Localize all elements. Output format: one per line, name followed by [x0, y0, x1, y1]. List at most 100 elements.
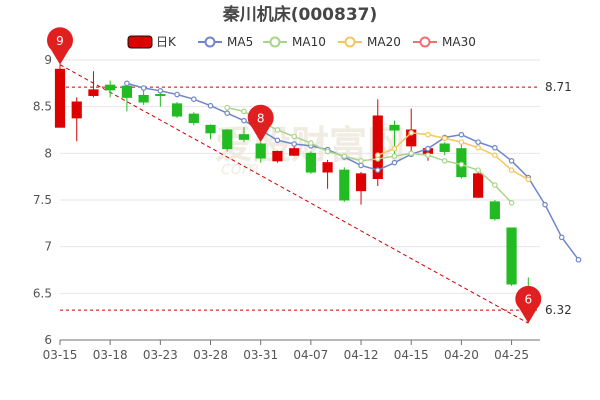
candle-body[interactable] [171, 103, 183, 117]
ma-point [575, 256, 582, 263]
ma-point [492, 144, 498, 151]
y-tick-label: 9 [44, 53, 52, 67]
legend-swatch-dot [344, 36, 356, 48]
ma-point [475, 144, 481, 151]
ma-line-ma10 [227, 106, 513, 204]
x-tick-label: 03-23 [143, 348, 178, 362]
candle-body[interactable] [473, 173, 484, 198]
candle-body[interactable] [71, 101, 82, 119]
y-tick-label: 7 [44, 240, 52, 254]
ma-point [441, 135, 448, 142]
ma-point [224, 110, 231, 117]
ma-point [508, 167, 515, 173]
ma-point [341, 153, 348, 159]
candle-body[interactable] [238, 134, 250, 140]
chart-title: 秦川机床(000837) [223, 4, 378, 25]
ma-point [458, 161, 465, 168]
ma-line-ma5 [126, 82, 580, 261]
chart-legend[interactable]: 日K MA5 MA10 MA20 MA30 [127, 35, 476, 49]
candle-body[interactable] [289, 148, 300, 156]
y-tick-label: 6.5 [33, 286, 52, 300]
candle-body[interactable] [489, 201, 500, 220]
candle-body[interactable] [322, 162, 333, 173]
candle-body[interactable] [105, 84, 116, 91]
ma-point [492, 182, 498, 188]
ma-point [274, 137, 281, 144]
ma-point [441, 158, 448, 164]
candle-body[interactable] [389, 124, 400, 131]
ma-point [358, 162, 364, 169]
x-tick-label: 03-15 [43, 348, 78, 362]
legend-label[interactable]: 日K [156, 35, 177, 49]
ma-point [425, 152, 431, 159]
ma-point [508, 158, 515, 164]
candle-body[interactable] [205, 124, 216, 134]
ma-point [224, 104, 231, 111]
marker-label: 8 [257, 112, 265, 126]
legend-label[interactable]: MA30 [442, 35, 476, 49]
moving-average-lines [124, 80, 582, 263]
ma-point [542, 201, 548, 208]
markers: 9 8 6 [47, 27, 542, 324]
ma-point [492, 152, 498, 159]
ma-point [458, 139, 465, 145]
x-tick-label: 03-28 [193, 348, 228, 362]
x-axis: 03-15 03-18 03-23 03-28 03-31 04-07 04-12 04-15… [43, 340, 529, 362]
marker-pin [247, 104, 274, 143]
ma-point [525, 176, 532, 183]
x-tick-label: 04-07 [293, 348, 328, 362]
x-tick-label: 04-20 [444, 348, 479, 362]
candle-body[interactable] [439, 143, 450, 152]
legend-label[interactable]: MA20 [367, 35, 401, 49]
legend-swatch-dot [204, 36, 216, 48]
x-tick-label: 03-18 [93, 348, 128, 362]
candle-body[interactable] [372, 115, 383, 180]
ma-point [408, 130, 415, 136]
marker-pin [515, 285, 542, 324]
ma-point [207, 102, 214, 109]
reference-line-label: 8.71 [545, 80, 572, 94]
ma-point [475, 139, 481, 145]
y-tick-label: 8.5 [33, 100, 52, 114]
candle-body[interactable] [339, 169, 350, 201]
candle-body[interactable] [138, 94, 149, 103]
candle-body[interactable] [255, 143, 266, 159]
ma-point [391, 153, 398, 159]
candle-body[interactable] [272, 150, 283, 162]
candle-body[interactable] [88, 89, 99, 96]
plot-grid [60, 59, 540, 341]
ma-point [425, 131, 431, 138]
candle-body[interactable] [54, 68, 66, 128]
legend-label[interactable]: MA10 [292, 35, 326, 49]
candle-body[interactable] [188, 113, 199, 124]
ma-point [458, 131, 465, 138]
ma-point [241, 117, 247, 124]
marker-label: 6 [524, 293, 532, 307]
x-tick-label: 04-25 [494, 348, 529, 362]
ma-point [391, 145, 398, 152]
x-tick-label: 04-15 [394, 348, 429, 362]
marker-pin [47, 27, 74, 65]
ma-point [291, 133, 297, 140]
candle-body[interactable] [121, 85, 132, 98]
y-tick-label: 6 [44, 333, 52, 347]
legend-label[interactable]: MA5 [227, 35, 253, 49]
legend-swatch-dot [419, 36, 431, 48]
ma-point [241, 108, 247, 115]
ma-point [324, 148, 331, 155]
candle-body[interactable] [506, 227, 517, 285]
ma-point [174, 91, 180, 98]
ma-point [124, 80, 130, 87]
candle-body[interactable] [155, 94, 166, 97]
y-tick-label: 8 [44, 146, 52, 160]
trend-line [59, 64, 529, 324]
ma-point [374, 167, 381, 173]
ma-point [157, 88, 164, 94]
candle-body[interactable] [355, 173, 367, 192]
ma-point [308, 140, 314, 146]
candle-body[interactable] [222, 129, 233, 150]
candle-body[interactable] [305, 152, 316, 173]
ma-point [358, 158, 364, 164]
ma-point [475, 167, 481, 173]
